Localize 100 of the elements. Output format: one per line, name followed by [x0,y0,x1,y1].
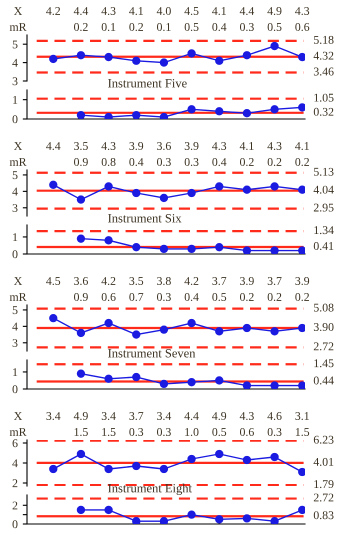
point [104,112,113,119]
point [270,182,279,191]
y-tick-label: 5 [12,306,18,314]
point [49,314,58,322]
ref-line-label: 3.46 [314,68,334,76]
point [160,517,168,524]
point [76,195,86,204]
text: X [14,412,22,420]
y-tick-label: 1 [13,96,18,104]
point [270,381,279,389]
point [160,244,168,254]
text: X [14,7,22,15]
point [270,246,279,254]
data-label: 3.5 [74,142,88,150]
y-tick-label: 2 [12,479,18,488]
data-label: 0.5 [184,22,199,32]
data-label: 3.9 [184,142,198,150]
data-label: 0.5 [212,428,226,436]
data-label: 3.8 [157,276,171,286]
data-label: 3.9 [295,277,310,286]
y-tick-label: 0 [12,520,18,528]
point [215,107,224,116]
ref-line-label: 5.13 [314,168,334,176]
data-label: 3.6 [74,277,88,286]
point [104,464,113,474]
data-label: 0.5 [212,292,226,302]
ref-line-label: 0.44 [314,376,334,384]
ref-line-label: 1.45 [314,359,334,368]
data-label: 3.7 [129,412,144,420]
data-label: 4.0 [156,6,171,16]
chart-title: Instrument Seven [108,349,196,358]
data-label: 1.5 [74,428,88,436]
data-label: 4.3 [267,142,282,150]
chart-title: Instrument Five [108,79,187,88]
point [270,327,279,336]
point [160,325,168,334]
point [132,517,140,524]
point [215,515,224,524]
point [187,378,196,386]
point [187,244,196,254]
point [49,54,58,64]
point [49,180,58,189]
point [104,236,113,245]
data-label: 0.3 [129,428,144,436]
ref-line-label: 2.95 [314,204,334,212]
data-label: 4.6 [267,412,282,420]
point [270,105,279,114]
point [242,456,252,464]
point [160,464,168,474]
data-label: 3.7 [212,277,226,286]
y-tick-label: 3 [12,339,18,347]
data-label: 3.4 [46,412,60,420]
point [242,109,252,118]
data-label: 0.2 [268,158,282,166]
point [187,454,196,464]
data-label: 0.3 [156,158,171,166]
data-label: 4.3 [240,412,254,420]
ref-line-label: 2.72 [314,342,334,350]
y-tick-label: 2 [12,502,18,510]
point [76,450,86,458]
data-label: 4.1 [129,7,143,16]
data-label: 0.2 [74,22,88,32]
data-label: 4.3 [101,142,116,150]
point [215,182,224,191]
point [76,234,86,243]
data-label: 0.4 [129,158,144,166]
y-tick-label: 4 [12,58,18,67]
point [215,327,224,336]
point [132,188,140,198]
data-label: 0.2 [295,292,309,302]
data-label: 4.4 [74,7,88,16]
point [187,318,196,328]
data-label: 4.5 [46,277,60,286]
point [242,51,252,60]
data-label: 0.3 [156,292,171,302]
data-label: 0.8 [102,158,116,166]
data-label: 1.0 [185,428,199,436]
point [132,110,140,119]
data-label: 4.3 [212,142,226,150]
y-tick-label: 3 [12,77,18,86]
data-label: 0.2 [268,292,282,302]
data-label: 4.2 [46,7,60,16]
data-label: 4.3 [101,7,116,16]
ref-line-label: 3.90 [314,322,334,332]
point [160,194,168,202]
text: mR [10,158,27,166]
data-label: 3.5 [129,277,144,286]
point [104,182,113,191]
data-label: 0.3 [156,428,171,436]
point [132,372,140,382]
ref-line-label: 1.79 [314,480,334,488]
point [160,112,168,119]
y-tick-label: 4 [12,188,18,196]
data-label: 0.3 [268,428,282,436]
data-label: 0.2 [129,22,143,32]
data-label: 0.9 [74,158,88,166]
y-tick-label: 1 [13,368,18,376]
y-tick-label: 4 [12,322,18,330]
ref-line-label: 2.72 [314,494,334,502]
ref-line-label: 4.04 [314,186,334,194]
